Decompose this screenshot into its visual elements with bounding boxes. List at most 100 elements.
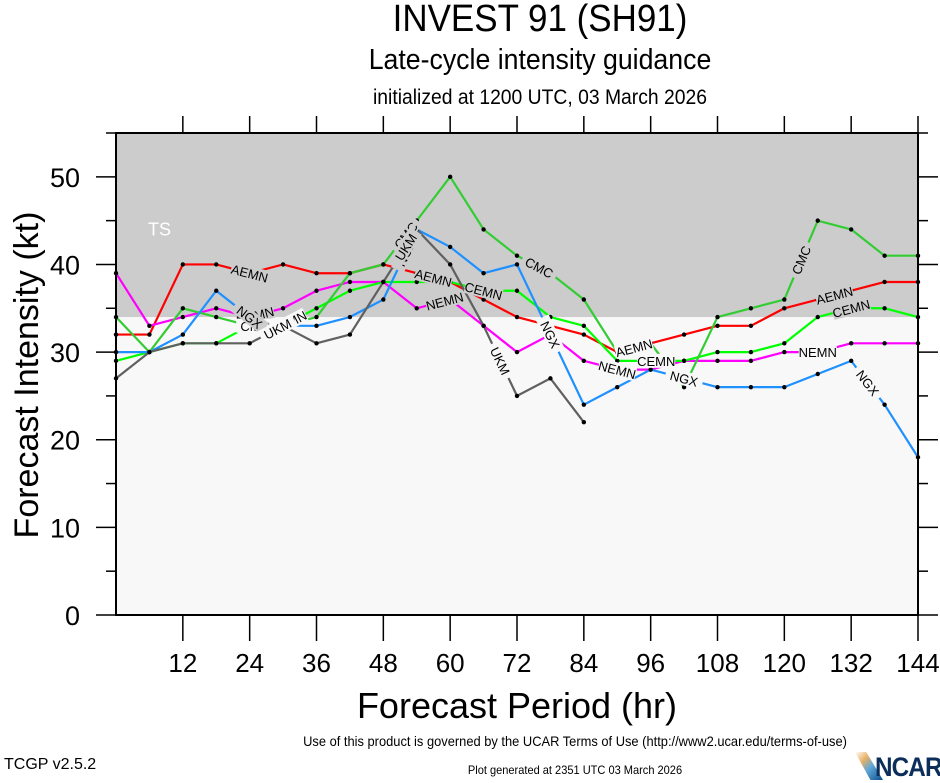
ts-band-label: TS: [148, 219, 171, 239]
data-point: [180, 314, 186, 320]
x-tick-label: 96: [636, 648, 665, 678]
data-point: [147, 323, 152, 328]
data-point: [581, 358, 587, 364]
series-label-bg: [485, 340, 515, 382]
y-tick-label: 10: [50, 513, 80, 543]
data-point: [748, 323, 754, 328]
data-point: [147, 332, 152, 337]
data-point: [581, 323, 587, 328]
chart-subtitle: Late-cycle intensity guidance: [368, 44, 712, 76]
data-point: [180, 306, 186, 311]
data-point: [748, 358, 754, 364]
x-tick-label: 48: [369, 648, 398, 678]
data-point: [347, 271, 353, 276]
data-point: [180, 341, 186, 346]
data-point: [882, 306, 887, 311]
series-label-bg: [597, 358, 638, 382]
data-point: [514, 349, 520, 355]
x-tick-label: 72: [503, 648, 532, 678]
data-point: [715, 314, 720, 320]
data-point: [882, 253, 887, 258]
data-point: [214, 341, 219, 346]
series-label-ngx: NGX: [668, 368, 699, 390]
data-point: [548, 376, 553, 381]
data-point: [748, 384, 754, 390]
data-point: [314, 323, 319, 328]
data-point: [214, 314, 219, 320]
y-tick-label: 20: [50, 426, 80, 456]
data-point: [414, 279, 419, 285]
data-point: [481, 323, 486, 328]
data-point: [648, 367, 653, 372]
init-time: initialized at 1200 UTC, 03 March 2026: [373, 86, 707, 109]
data-point: [314, 288, 319, 293]
data-point: [414, 306, 419, 311]
data-point: [514, 393, 520, 399]
data-point: [681, 332, 687, 337]
data-point: [782, 349, 787, 355]
y-axis-label: Forecast Intensity (kt): [8, 212, 46, 539]
data-point: [748, 349, 754, 355]
chart-title: INVEST 91 (SH91): [392, 0, 688, 40]
data-point: [314, 306, 319, 311]
series-label-bg: [814, 283, 855, 307]
data-point: [314, 341, 319, 346]
y-tick-label: 30: [50, 338, 80, 368]
series-label-bg: [257, 313, 298, 344]
data-point: [314, 271, 319, 276]
x-tick-label: 84: [569, 648, 598, 678]
data-point: [514, 253, 520, 258]
series-label-bg: [535, 314, 565, 355]
series-label-bg: [613, 336, 655, 360]
data-point: [815, 371, 820, 377]
data-point: [715, 358, 720, 364]
series-label-bg: [389, 227, 422, 267]
series-label-bg: [424, 289, 465, 313]
x-axis-label: Forecast Period (hr): [357, 685, 677, 726]
data-point: [815, 314, 820, 320]
data-point: [214, 306, 219, 311]
data-point: [715, 349, 720, 355]
data-point: [782, 341, 787, 346]
data-point: [581, 420, 587, 425]
series-label-bg: [831, 296, 872, 320]
data-point: [581, 297, 587, 302]
series-label-bg: [850, 363, 885, 403]
data-point: [581, 402, 587, 407]
data-point: [280, 306, 286, 311]
data-point: [481, 271, 486, 276]
y-tick-label: 40: [50, 250, 80, 280]
data-point: [848, 227, 854, 232]
x-tick-label: 120: [763, 648, 806, 678]
data-point: [381, 297, 386, 302]
series-label-cemn: CEMN: [637, 354, 675, 369]
data-point: [514, 288, 520, 293]
data-point: [347, 314, 353, 320]
data-point: [481, 227, 486, 232]
data-point: [447, 262, 453, 267]
series-label-bg: [637, 353, 676, 368]
data-point: [715, 323, 720, 328]
terms-of-use: Use of this product is governed by the U…: [303, 733, 847, 749]
data-point: [681, 358, 687, 364]
data-point: [347, 288, 353, 293]
data-point: [347, 279, 353, 285]
ncar-logo-text: NCAR: [875, 752, 940, 782]
series-label-bg: [463, 279, 504, 303]
series-label-bg: [798, 345, 837, 360]
x-tick-label: 60: [436, 648, 465, 678]
x-tick-label: 36: [302, 648, 331, 678]
data-point: [615, 358, 620, 364]
data-point: [514, 314, 520, 320]
data-point: [214, 262, 219, 267]
data-point: [882, 341, 887, 346]
data-point: [381, 279, 386, 285]
plot-frame: [115, 132, 919, 616]
data-point: [748, 306, 754, 311]
series-label-bg: [663, 366, 705, 390]
plot-generated-time: Plot generated at 2351 UTC 03 March 2026: [467, 763, 683, 777]
data-point: [147, 349, 152, 355]
data-point: [615, 384, 620, 390]
data-point: [447, 244, 453, 250]
